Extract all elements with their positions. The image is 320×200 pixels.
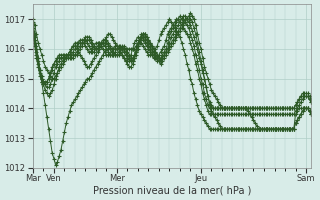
X-axis label: Pression niveau de la mer( hPa ): Pression niveau de la mer( hPa ): [93, 186, 251, 196]
